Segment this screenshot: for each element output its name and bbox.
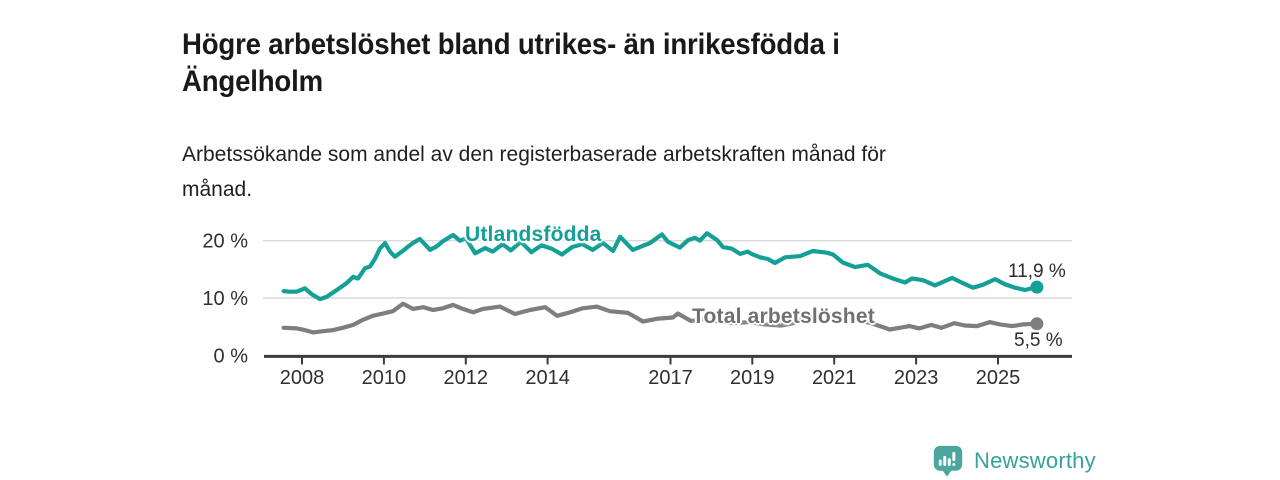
x-tick-label-2017: 2017 bbox=[648, 367, 693, 389]
series-line-utlandsfodda bbox=[281, 231, 1040, 302]
y-tick-label-10: 10 % bbox=[202, 288, 248, 310]
x-tick-label-2025: 2025 bbox=[976, 367, 1021, 389]
chart-subtitle: Arbetssökande som andel av den registerb… bbox=[182, 137, 886, 207]
y-tick-label-20: 20 % bbox=[202, 231, 248, 253]
newsworthy-brand-name: Newsworthy bbox=[974, 447, 1096, 473]
chart-subtitle-line-2: månad. bbox=[182, 178, 253, 201]
series-line-total-arbetsloshet bbox=[281, 301, 1040, 335]
end-dot-total-arbetsloshet bbox=[1030, 317, 1044, 331]
x-tick-label-2023: 2023 bbox=[894, 367, 939, 389]
y-tick-label-0: 0 % bbox=[214, 345, 249, 367]
series-label-total-arbetsloshet: Total arbetslöshet bbox=[692, 305, 875, 328]
end-dot-utlandsfodda bbox=[1030, 280, 1044, 294]
x-tick-label-2010: 2010 bbox=[362, 367, 407, 389]
x-tick-label-2008: 2008 bbox=[280, 367, 325, 389]
x-tick-label-2021: 2021 bbox=[812, 367, 857, 389]
chart-subtitle-line-1: Arbetssökande som andel av den registerb… bbox=[182, 143, 886, 166]
newsworthy-logo: Newsworthy bbox=[932, 444, 1096, 477]
x-tick-label-2019: 2019 bbox=[730, 367, 775, 389]
x-tick-label-2012: 2012 bbox=[444, 367, 489, 389]
end-value-label-total-arbetsloshet: 5,5 % bbox=[1014, 330, 1063, 351]
bar-chart-speech-bubble-icon bbox=[933, 445, 963, 477]
chart-title-line-2: Ängelholm bbox=[182, 65, 323, 99]
series-label-utlandsfodda: Utlandsfödda bbox=[465, 223, 602, 246]
end-value-label-utlandsfodda: 11,9 % bbox=[1008, 261, 1066, 282]
chart-title-line-1: Högre arbetslöshet bland utrikes- än inr… bbox=[182, 28, 840, 62]
x-tick-label-2014: 2014 bbox=[525, 367, 570, 389]
chart-title: Högre arbetslöshet bland utrikes- än inr… bbox=[182, 26, 840, 100]
